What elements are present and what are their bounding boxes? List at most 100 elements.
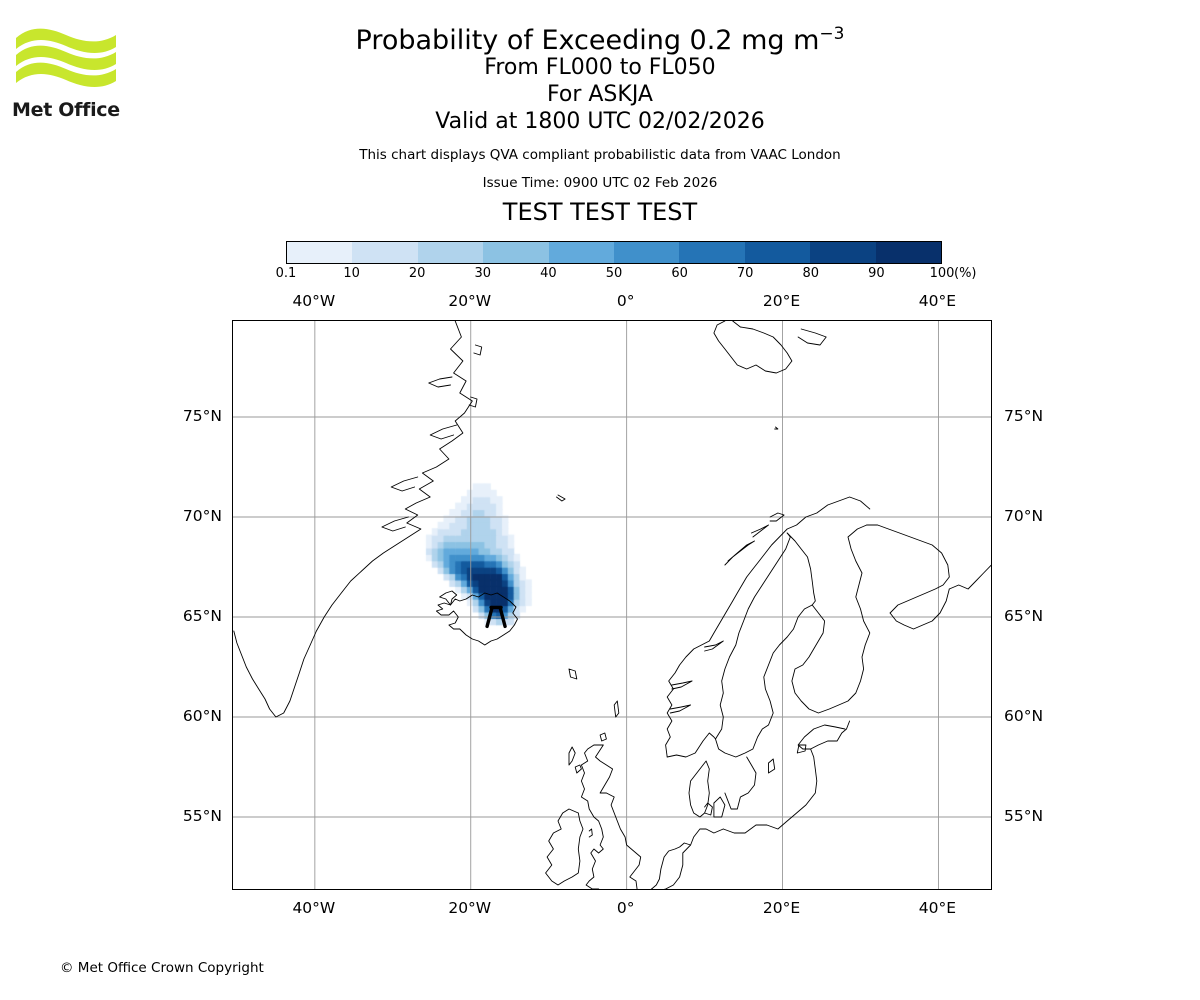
coastline-germany-poland-coast	[651, 842, 692, 889]
met-office-logo: Met Office	[12, 22, 122, 121]
lat-axis-label-right-60°N: 60°N	[1004, 707, 1044, 725]
lon-axis-label-40°E: 40°E	[918, 899, 957, 917]
lat-axis-label-left-75°N: 75°N	[182, 407, 222, 425]
lat-axis-label-left-60°N: 60°N	[182, 707, 222, 725]
lon-axis-label-0°: 0°	[616, 899, 635, 917]
colorbar-tick-20: 20	[408, 266, 426, 281]
colorbar-segment-6	[679, 242, 745, 263]
coastline-bear-island	[774, 426, 779, 430]
coastline-white-sea	[889, 588, 950, 630]
page-title-exponent: −3	[819, 24, 845, 44]
coastline-saaremaa	[796, 744, 807, 754]
coastline-norway-fjord-3	[704, 640, 724, 652]
colorbar-segment-9	[875, 242, 942, 263]
colorbar-tick-80: 80	[802, 266, 820, 281]
probability-colorbar: 0.1 10 20 30 40 50 60 70 80 90 100 (%)	[276, 241, 977, 284]
coastline-sweden-east-coast	[715, 604, 813, 758]
coastline-sweden-finland-border	[786, 532, 816, 606]
colorbar-tick-60: 60	[671, 266, 688, 281]
ash-probability-layer	[233, 321, 991, 889]
volcano-marker-icon	[485, 605, 507, 629]
test-watermark: TEST TEST TEST	[502, 197, 698, 226]
coastline-norway-coast	[665, 496, 871, 758]
coastline-skye	[574, 764, 582, 774]
coastline-norway-sweden-border	[715, 532, 791, 740]
colorbar-segment-3	[483, 242, 549, 263]
coastline-france-north	[650, 888, 653, 889]
volcano-name-line: For ASKJA	[547, 81, 653, 107]
coastline-orkney	[599, 732, 607, 742]
lon-axis-label-20°W: 20°W	[448, 292, 492, 310]
coastline-gotland	[768, 758, 776, 774]
lat-axis-label-left-55°N: 55°N	[182, 807, 222, 825]
colorbar-gradient	[286, 241, 942, 264]
colorbar-tick-70: 70	[736, 266, 754, 281]
coastline-denmark-jutland	[688, 760, 710, 818]
colorbar-segment-5	[614, 242, 680, 263]
issue-time-label: Issue Time: 0900 UTC 02 Feb 2026	[482, 174, 718, 191]
coastline-denmark-zealand	[713, 796, 726, 818]
colorbar-segment-0	[287, 242, 353, 263]
coastline-norway-fjord-2	[671, 680, 693, 690]
lat-axis-label-left-70°N: 70°N	[182, 507, 222, 525]
colorbar-segment-1	[352, 242, 418, 263]
coastline-norway-south	[666, 732, 716, 758]
coastline-estonia-coast	[797, 724, 846, 750]
chart-disclaimer: This chart displays QVA compliant probab…	[359, 146, 841, 163]
coastline-sweden-south	[724, 756, 757, 810]
coastline-greenland-east	[233, 321, 473, 718]
flight-level-range: From FL000 to FL050	[484, 55, 716, 81]
lon-axis-label-0°: 0°	[616, 292, 635, 310]
coastline-greenland-isl-2	[468, 396, 478, 408]
colorbar-tick-30: 30	[474, 266, 492, 281]
coastline-greenland-fjord-1	[428, 376, 453, 388]
copyright-notice: © Met Office Crown Copyright	[60, 960, 264, 976]
page-title: Probability of Exceeding 0.2 mg m−3	[0, 24, 1200, 56]
lon-axis-label-20°W: 20°W	[448, 899, 492, 917]
map-gridlines	[233, 321, 991, 889]
lon-axis-label-40°W: 40°W	[292, 292, 336, 310]
map-vector-layer	[233, 321, 991, 889]
logo-wordmark: Met Office	[12, 99, 120, 121]
colorbar-unit-label: (%)	[954, 266, 977, 281]
lat-axis-label-right-70°N: 70°N	[1004, 507, 1044, 525]
coastline-nl-de-inland	[651, 828, 724, 889]
map-panel: 40°W 20°W 0° 20°E 40°E 40°W 20°W 0° 20°E 40°E 75…	[183, 292, 1043, 917]
coastline-greenland-fjord-3	[390, 476, 419, 492]
coastline-shetland	[613, 700, 620, 718]
coastline-outer-hebrides	[568, 746, 576, 766]
coastline-jan-mayen	[556, 494, 566, 502]
coastline-svalbard-main	[713, 321, 793, 374]
met-office-wave-icon	[16, 28, 116, 88]
colorbar-tick-10: 10	[343, 266, 360, 281]
coastline-faroe	[568, 668, 578, 680]
coastline-russia-north	[948, 564, 991, 590]
colorbar-tick-100: 100	[929, 266, 955, 281]
coastline-lofoten-2	[750, 524, 769, 538]
colorbar-tick-90: 90	[868, 266, 885, 281]
coastline-greenland-fjord-4	[381, 516, 409, 532]
coastline-britain	[580, 744, 642, 889]
lon-axis-label-20°E: 20°E	[762, 899, 801, 917]
coastline-ireland	[545, 808, 584, 886]
coastline-finland-east	[791, 524, 871, 714]
coastline-greenland-fjord-2	[429, 424, 458, 440]
coastline-baltic-south	[722, 720, 851, 834]
coastline-iceland	[435, 592, 518, 646]
coastline-iceland-westfjords	[439, 590, 458, 606]
coastline-kola-coast	[866, 524, 950, 614]
lon-axis-label-20°E: 20°E	[762, 292, 801, 310]
map-plot-area[interactable]	[232, 320, 992, 890]
colorbar-tick-40: 40	[540, 266, 557, 281]
lat-axis-label-left-65°N: 65°N	[182, 607, 222, 625]
lat-axis-label-right-55°N: 55°N	[1004, 807, 1044, 825]
colorbar-segment-8	[810, 242, 876, 263]
lat-axis-label-right-65°N: 65°N	[1004, 607, 1044, 625]
lat-axis-label-right-75°N: 75°N	[1004, 407, 1044, 425]
valid-time-line: Valid at 1800 UTC 02/02/2026	[435, 108, 765, 134]
colorbar-segment-7	[744, 242, 811, 263]
coastline-svalbard-east	[797, 328, 827, 346]
colorbar-segment-4	[548, 242, 615, 263]
colorbar-tick-0.1: 0.1	[275, 266, 297, 281]
lon-axis-label-40°W: 40°W	[292, 899, 336, 917]
